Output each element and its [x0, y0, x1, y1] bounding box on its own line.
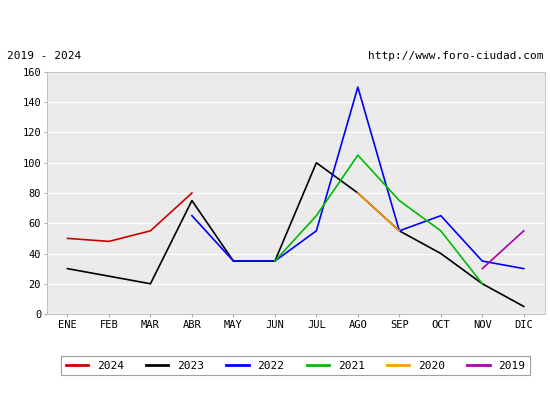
Text: 2019 - 2024: 2019 - 2024	[7, 51, 81, 61]
Text: Evolucion Nº Turistas Nacionales en el municipio de Quintana del Pidio: Evolucion Nº Turistas Nacionales en el m…	[54, 14, 496, 28]
Text: http://www.foro-ciudad.com: http://www.foro-ciudad.com	[368, 51, 543, 61]
Legend: 2024, 2023, 2022, 2021, 2020, 2019: 2024, 2023, 2022, 2021, 2020, 2019	[61, 356, 530, 375]
